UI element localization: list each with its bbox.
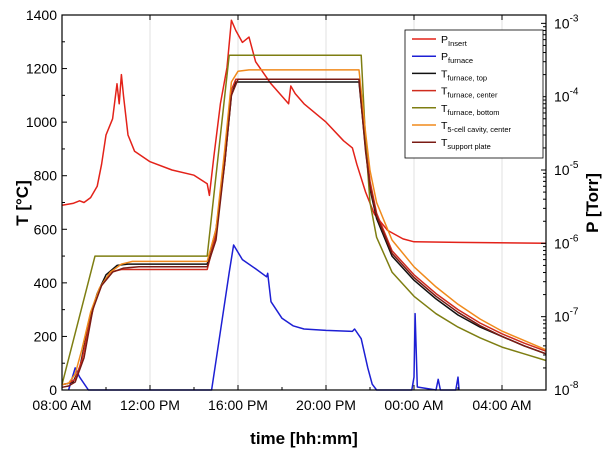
y2-axis-title: P [Torr]	[583, 173, 602, 233]
y-tick-label: 1200	[26, 61, 57, 77]
y2-tick-label: 10-4	[554, 87, 579, 105]
series-line-t_cavity	[61, 69, 547, 386]
y-tick-label: 400	[34, 275, 58, 291]
legend-label-t_support: Tsupport plate	[441, 137, 491, 151]
axis-layer: 08:00 AM 12:00 PM 16:00 PM 20:00 PM 00:00 AM…	[26, 7, 579, 413]
y-tick-label: 200	[34, 328, 58, 344]
x-tick-label: 04:00 AM	[472, 397, 531, 413]
x-axis-title: time [hh:mm]	[250, 429, 358, 448]
series-line-p_furnace	[67, 244, 460, 391]
y-tick-label: 1000	[26, 114, 57, 130]
legend-label-p_furnace: Pfurnace	[441, 51, 473, 65]
y-axis-title: T [°C]	[13, 180, 32, 226]
legend-label-t_cavity: T5-cell cavity, center	[441, 120, 512, 134]
legend-label-t_bottom: Tfurnace, bottom	[441, 103, 500, 117]
y2-tick-label: 10-8	[554, 380, 579, 398]
series-line-t_bottom	[61, 54, 547, 385]
y-tick-label: 800	[34, 168, 58, 184]
y2-tick-label: 10-5	[554, 160, 579, 178]
x-tick-label: 20:00 PM	[296, 397, 356, 413]
series-layer	[61, 19, 547, 391]
y2-tick-label: 10-6	[554, 233, 579, 251]
y-tick-label: 1400	[26, 7, 57, 23]
y-tick-label: 600	[34, 221, 58, 237]
y2-tick-label: 10-3	[554, 13, 579, 31]
legend-label-p_insert: PInsert	[441, 34, 468, 48]
legend-label-t_center: Tfurnace, center	[441, 86, 498, 100]
legend-box	[404, 29, 544, 159]
x-tick-label: 16:00 PM	[208, 397, 268, 413]
legend: PInsert Pfurnace Tfurnace, top Tfurnace, ce…	[404, 29, 544, 159]
legend-label-t_top: Tfurnace, top	[441, 68, 487, 82]
y-tick-label: 0	[49, 382, 57, 398]
y2-tick-label: 10-7	[554, 307, 579, 325]
series-line-t_support	[61, 78, 547, 389]
x-tick-label: 08:00 AM	[32, 397, 91, 413]
series-line-p_insert	[61, 19, 547, 245]
x-tick-label: 12:00 PM	[120, 397, 180, 413]
x-tick-label: 00:00 AM	[384, 397, 443, 413]
